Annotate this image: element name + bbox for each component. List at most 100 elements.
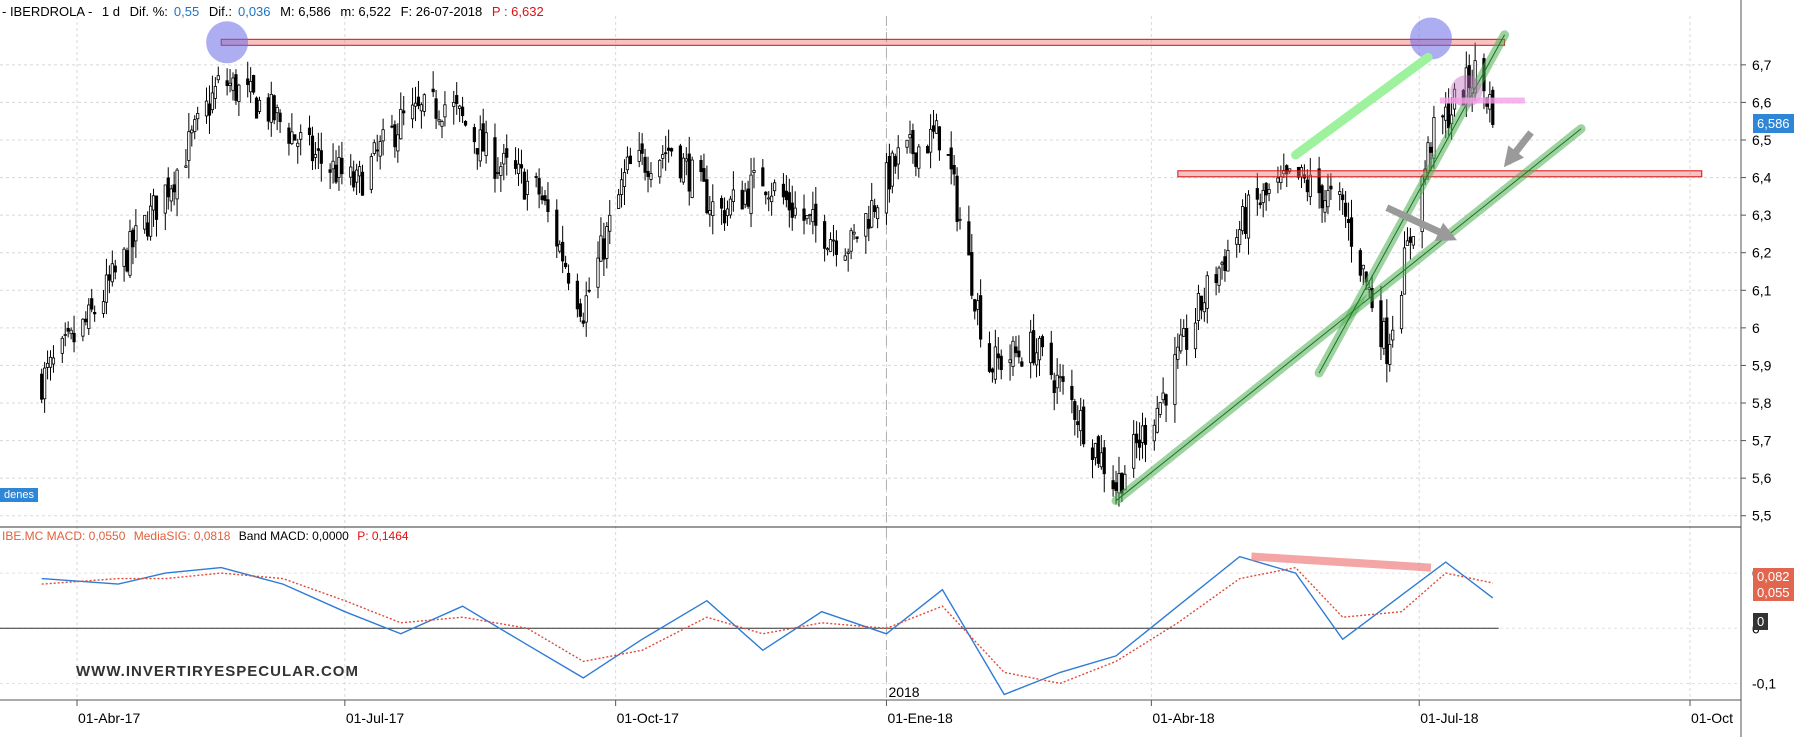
candle-body [110,263,114,283]
candle-body [234,74,238,101]
candle-body [543,195,547,201]
candle-body [1135,433,1139,444]
candle-body [928,128,933,153]
candle-body [681,157,685,183]
candle-body [575,280,579,310]
candle-body [1032,330,1036,364]
candle-body [1246,194,1251,239]
candle-body [522,171,527,200]
candle-body [1117,473,1121,494]
candle-body [72,332,76,343]
candle-body [616,194,621,209]
candle-body [1361,264,1365,270]
candle-body [846,251,850,254]
period: 1 d [101,4,120,19]
candle-body [743,190,747,205]
candle-body [87,304,91,329]
candle-body [1161,392,1165,401]
candle-body [93,312,97,315]
candle-body [1429,146,1433,153]
candle-body [402,110,406,114]
dif-label: Dif.: [208,4,232,19]
candle-body [534,176,538,178]
candle-body [781,183,786,198]
candle-body [1158,402,1162,415]
band-label: Band MACD: 0,0000 [238,529,349,543]
candle-body [752,170,756,173]
candle-body [926,146,930,154]
candle-body [1164,394,1168,406]
candle-body [396,134,400,152]
candle-body [287,127,291,144]
candle-body [525,180,529,195]
candle-body [1176,346,1180,360]
candle-body [584,295,588,323]
candle-body [566,272,571,284]
candle-body [772,182,777,192]
candle-body [1111,480,1115,490]
candle-body [45,362,50,368]
candle-body [131,229,135,248]
candle-body [746,188,750,207]
candle-body [1358,250,1362,276]
candle-body [275,106,279,114]
candle-body [410,104,415,120]
candle-body [873,205,877,213]
dif-pct-label: Dif. %: [129,4,168,19]
candle-body [252,75,256,93]
x-tick-label: 01-Oct [1691,710,1733,726]
candle-body [643,156,647,173]
candle-body [1017,350,1021,358]
candle-body [148,205,153,237]
candle-body [204,100,209,117]
candle-body [81,318,85,337]
candle-body [1243,207,1248,234]
candle-body [852,231,856,235]
candle-body [393,124,397,148]
candle-body [1090,447,1095,461]
candle-body [499,166,503,176]
candle-body [107,274,111,281]
candle-body [934,120,939,134]
candle-body [805,215,809,220]
side-tag[interactable]: denes [0,488,38,502]
candle-body [63,334,67,336]
candle-body [669,148,674,152]
candle-body [605,226,609,259]
candle-body [999,355,1003,371]
candle-body [416,96,421,107]
candle-body [722,210,727,224]
candle-body [299,132,303,140]
candle-body [272,95,276,121]
candle-body [440,121,444,127]
candle-body [1329,185,1333,190]
candle-body [1323,200,1327,213]
y-tick-label: 5,6 [1752,470,1772,486]
candle-body [266,97,270,122]
candle-body [163,184,167,214]
candle-body [513,160,518,169]
candle-body [608,214,612,232]
candle-body [952,165,956,175]
max-label: M: 6,586 [280,4,331,19]
candle-body [278,112,282,123]
candle-body [828,239,833,252]
y-tick-label: 6,2 [1752,245,1772,261]
candle-body [355,169,359,183]
candle-body [1317,168,1321,194]
y-tick-label: 6,4 [1752,170,1772,186]
candle-body [973,299,977,312]
candle-body [1137,439,1142,448]
dif-pct-value: 0,55 [173,4,200,19]
candle-body [558,243,562,252]
candle-body [1193,322,1198,350]
y-tick-label: 6,7 [1752,57,1772,73]
candle-body [664,152,668,155]
symbol: - IBERDROLA - [2,4,93,19]
candle-body [316,148,320,151]
candle-body [1196,292,1201,321]
candle-body [372,142,376,154]
candle-body [231,77,235,91]
x-tick-label: 01-Jul-17 [346,710,405,726]
candle-body [876,207,880,220]
